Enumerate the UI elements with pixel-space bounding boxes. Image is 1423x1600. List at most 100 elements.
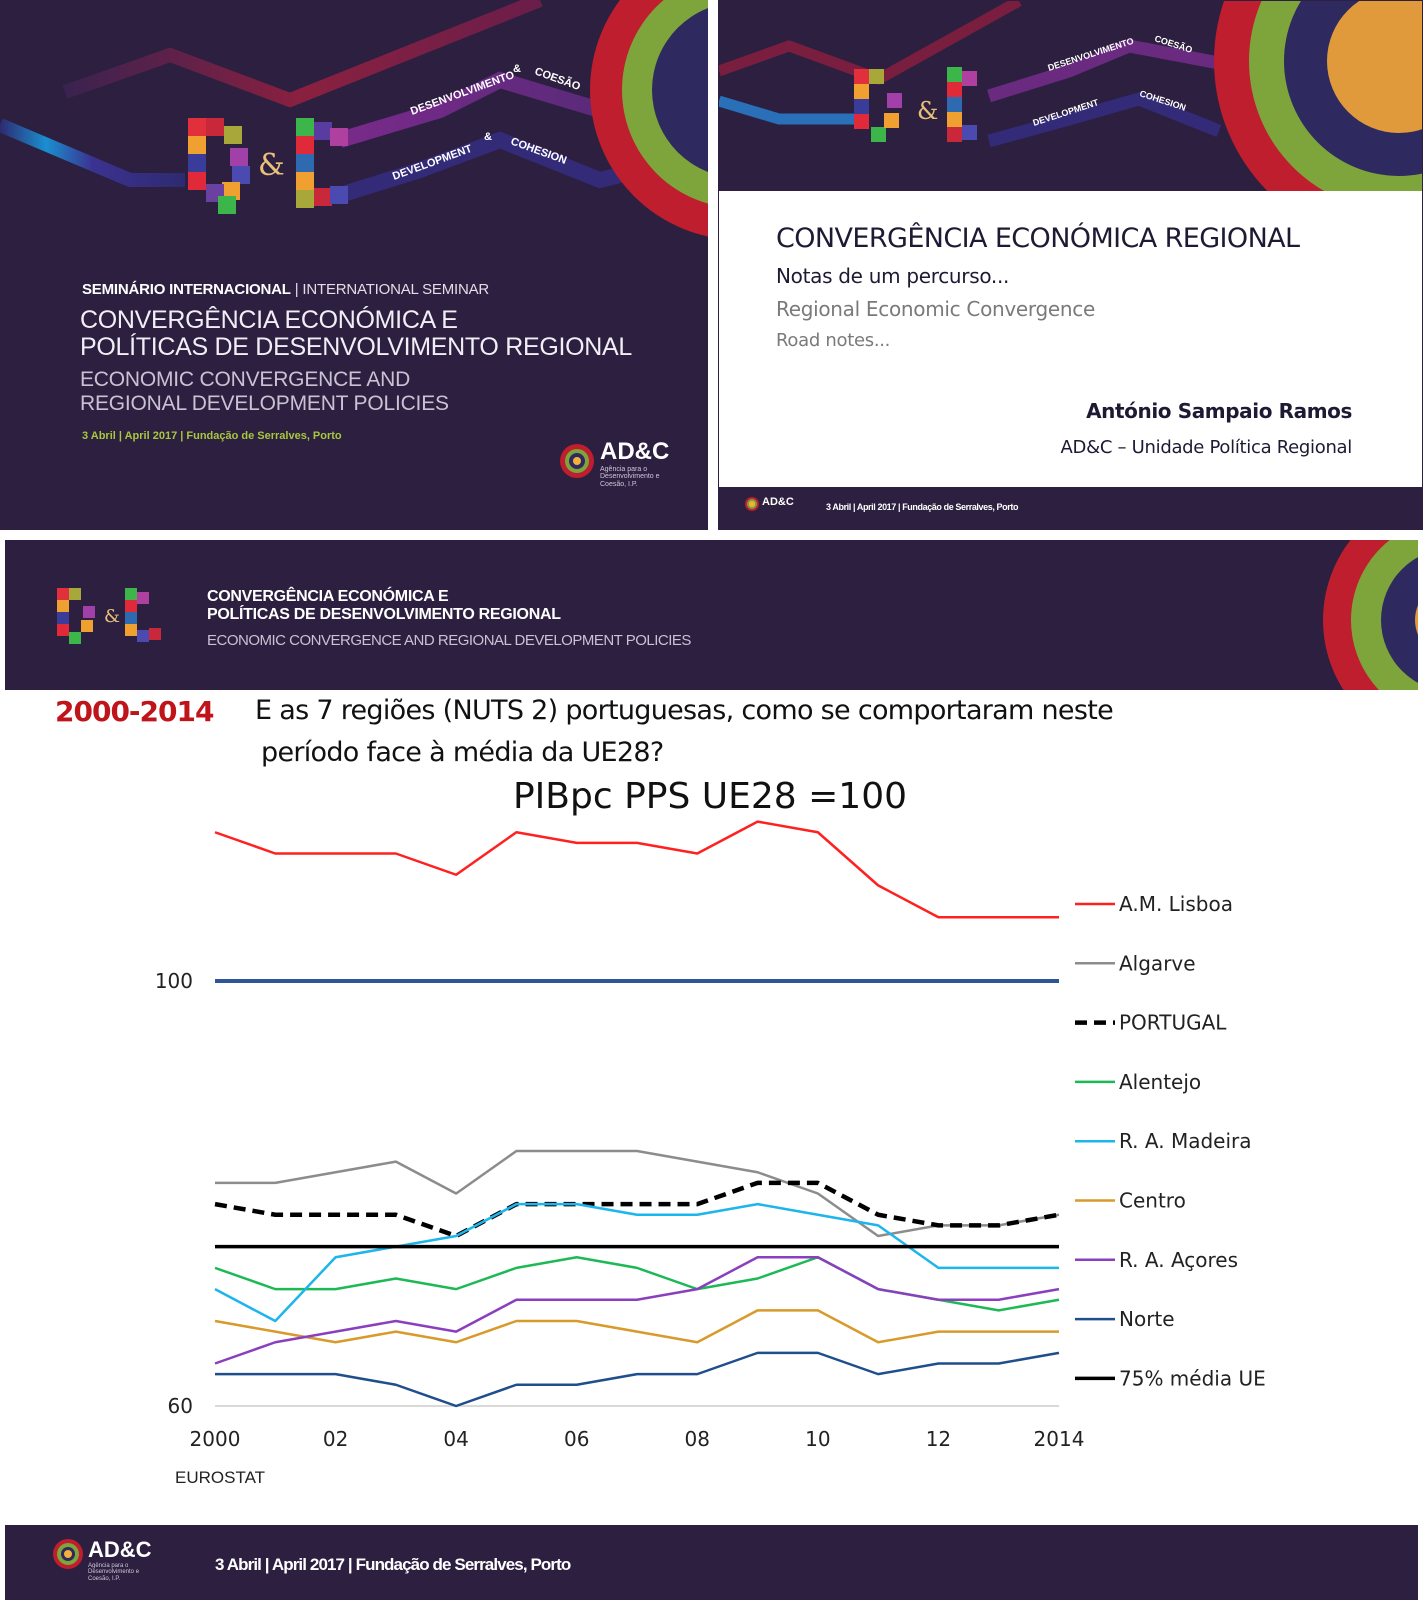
series-line-alentejo: [214, 1256, 1060, 1312]
series-line-norte: [215, 1351, 1060, 1408]
dc-mini-logo-icon: &: [57, 588, 161, 644]
slide3-target-rings: [1323, 540, 1418, 690]
dc-logo-cubes: [188, 118, 348, 214]
seminar-title-line-1: CONVERGÊNCIA ECONÓMICA E: [80, 306, 458, 334]
kicker-en: INTERNATIONAL SEMINAR: [302, 281, 490, 298]
slide3-header: & CONVERGÊNCIA ECONÓMICA E POLÍTICAS DE …: [5, 540, 1418, 690]
legend-item-portugal: PORTUGAL: [1075, 1011, 1227, 1035]
gdp-line-chart: PIBpc PPS UE28 =100 60 100 2000 02 04 06 08 10…: [155, 776, 1266, 1487]
slide2-adc-target-icon: [745, 497, 759, 511]
legend-label: Algarve: [1119, 951, 1196, 975]
legend-item-centro: Centro: [1075, 1189, 1186, 1213]
legend-label: Centro: [1119, 1189, 1186, 1213]
slide3-footer-date: 3 Abril | April 2017 | Fundação de Serra…: [215, 1555, 571, 1574]
slide3-header-title-line-2: POLÍTICAS DE DESENVOLVIMENTO REGIONAL: [207, 606, 561, 623]
chart-source: EUROSTAT: [175, 1468, 265, 1487]
adc-tagline-2: Desenvolvimento e: [600, 473, 660, 481]
ribbon-blue: [0, 118, 185, 187]
series-line-centro: [214, 1309, 1059, 1344]
legend-label: PORTUGAL: [1119, 1011, 1227, 1035]
slide2-adc-logo: AD&C: [745, 497, 794, 511]
seminar-artwork: & DESENVOLVIMENTO & COESÃO DEVELOPMENT &…: [0, 0, 708, 237]
legend-item-r-a-madeira: R. A. Madeira: [1075, 1129, 1252, 1153]
author-name: António Sampaio Ramos: [1086, 399, 1352, 423]
seminar-subtitle-line-2: REGIONAL DEVELOPMENT POLICIES: [80, 392, 449, 415]
slide2-logo-ampersand: &: [917, 97, 938, 125]
slide2-adc-wordmark: AD&C: [762, 496, 794, 508]
author-unit: AD&C – Unidade Política Regional: [1060, 437, 1353, 458]
question-line-1: E as 7 regiões (NUTS 2) portuguesas, com…: [255, 695, 1114, 726]
slide3-adc-tagline-1: Agência para o: [88, 1563, 129, 1569]
legend-label: R. A. Madeira: [1119, 1129, 1252, 1153]
x-tick-label: 2014: [1034, 1427, 1085, 1451]
slide3-header-title: CONVERGÊNCIA ECONÓMICA E POLÍTICAS DE DE…: [207, 588, 561, 624]
x-tick-label: 10: [805, 1427, 830, 1451]
seminar-kicker: SEMINÁRIO INTERNACIONAL | INTERNATIONAL …: [82, 281, 489, 298]
series-line-a-m-lisboa: [214, 820, 1059, 919]
seminar-title-line-2: POLÍTICAS DE DESENVOLVIMENTO REGIONAL: [80, 333, 632, 361]
ribbon-navy: [337, 131, 642, 203]
series-layer: [214, 820, 1060, 1408]
x-axis-ticks: 2000 02 04 06 08 10 12 2014: [190, 1427, 1085, 1451]
x-tick-label: 04: [443, 1427, 468, 1451]
legend-label: A.M. Lisboa: [1119, 892, 1233, 916]
slide3-adc-tagline-2: Desenvolvimento e: [88, 1569, 140, 1576]
presentation-title: CONVERGÊNCIA ECONÓMICA REGIONAL: [776, 223, 1300, 254]
x-tick-label: 08: [685, 1427, 710, 1451]
ribbon-purple: [337, 71, 603, 148]
slide2-banner: & DESENVOLVIMENTO COESÃO DEVELOPMENT COH…: [719, 1, 1422, 191]
slide2-banner-artwork: & DESENVOLVIMENTO COESÃO DEVELOPMENT COH…: [719, 1, 1422, 191]
kicker-pt: SEMINÁRIO INTERNACIONAL: [82, 281, 291, 298]
series-line-portugal: [214, 1180, 1060, 1239]
slide3-header-title-line-1: CONVERGÊNCIA ECONÓMICA E: [207, 588, 449, 605]
seminar-title-pt: CONVERGÊNCIA ECONÓMICA E POLÍTICAS DE DE…: [80, 307, 632, 361]
legend-label: 75% média UE: [1119, 1366, 1266, 1390]
legend-item-r-a-a-ores: R. A. Açores: [1075, 1248, 1238, 1272]
slide3-adc-wordmark: AD&C: [88, 1537, 152, 1562]
legend-item-a-m-lisboa: A.M. Lisboa: [1075, 892, 1233, 916]
mini-logo-ampersand: &: [104, 606, 120, 627]
seminar-title-en: ECONOMIC CONVERGENCE AND REGIONAL DEVELO…: [80, 368, 449, 416]
x-tick-label: 12: [926, 1427, 951, 1451]
adc-target-icon: [560, 444, 594, 478]
slide3-adc-target-icon: [53, 1539, 83, 1569]
presentation-title-en: Regional Economic Convergence: [776, 297, 1095, 321]
period-label: 2000-2014: [55, 695, 214, 728]
presentation-subtitle-pt: Notas de um percurso...: [776, 264, 1010, 288]
seminar-subtitle-line-1: ECONOMIC CONVERGENCE AND: [80, 368, 411, 391]
kicker-separator: |: [294, 281, 299, 298]
slide3-header-subtitle: ECONOMIC CONVERGENCE AND REGIONAL DEVELO…: [207, 632, 691, 649]
slide-presentation-title: & DESENVOLVIMENTO COESÃO DEVELOPMENT COH…: [718, 0, 1423, 530]
series-line-r-a-madeira: [214, 1202, 1059, 1323]
seminar-date-place: 3 Abril | April 2017 | Fundação de Serra…: [82, 430, 342, 442]
slide3-adc-logo: AD&C Agência para o Desenvolvimento e Co…: [53, 1539, 152, 1582]
slide3-adc-tagline-3: Coesão, I.P.: [88, 1575, 121, 1582]
adc-tagline-3: Coesão, I.P.: [600, 480, 638, 488]
slide3-footer: AD&C Agência para o Desenvolvimento e Co…: [5, 1525, 1418, 1600]
legend-item-algarve: Algarve: [1075, 951, 1196, 975]
adc-tagline-1: Agência para o: [600, 466, 648, 473]
series-line-algarve: [215, 1149, 1060, 1238]
y-tick-label: 100: [155, 969, 193, 993]
x-tick-label: 02: [323, 1427, 348, 1451]
x-tick-label: 06: [564, 1427, 589, 1451]
legend-label: Norte: [1119, 1307, 1175, 1331]
ribbon-text-amp-2: &: [484, 131, 492, 143]
x-tick-label: 2000: [190, 1427, 241, 1451]
y-axis-ticks: 60 100: [155, 969, 193, 1418]
chart-legend: A.M. Lisboa Algarve PORTUGAL Alentejo R. A. …: [1075, 892, 1266, 1390]
legend-item-alentejo: Alentejo: [1075, 1070, 1201, 1094]
presentation-subtitle-en: Road notes...: [776, 330, 891, 351]
ribbon-text-amp-1: &: [513, 63, 521, 75]
y-tick-label: 60: [168, 1394, 193, 1418]
logo-ampersand: &: [258, 148, 285, 183]
target-rings-decoration: [590, 0, 708, 237]
legend-label: Alentejo: [1119, 1070, 1201, 1094]
question-line-2: período face à média da UE28?: [261, 737, 664, 768]
series-line-r-a-a-ores: [214, 1256, 1060, 1365]
slide-title-cover: & DESENVOLVIMENTO & COESÃO DEVELOPMENT &…: [0, 0, 708, 530]
slide2-footer: AD&C 3 Abril | April 2017 | Fundação de …: [719, 487, 1422, 529]
adc-wordmark: AD&C: [600, 438, 670, 465]
adc-logo: AD&C Agência para o Desenvolvimento e Co…: [560, 440, 669, 488]
legend-label: R. A. Açores: [1119, 1248, 1238, 1272]
